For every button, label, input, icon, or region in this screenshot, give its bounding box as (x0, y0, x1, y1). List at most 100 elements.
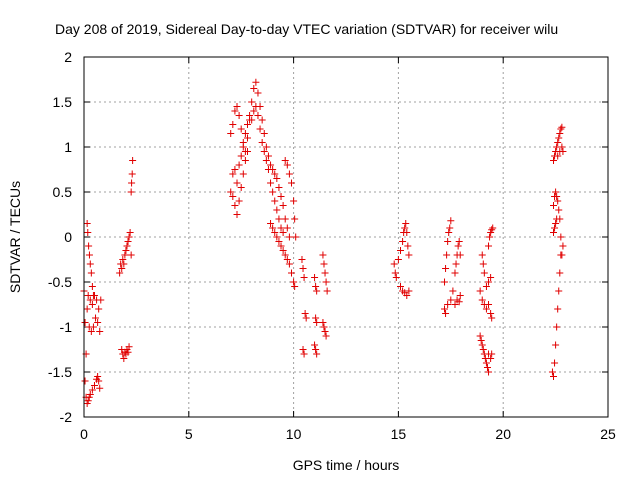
data-point (271, 197, 279, 205)
data-point (239, 170, 247, 178)
series-seg-19b (476, 287, 496, 322)
data-point (233, 103, 241, 110)
series-seg-17b (441, 238, 464, 317)
data-point (85, 242, 93, 250)
data-point (231, 107, 239, 115)
data-point (83, 305, 91, 313)
data-point (237, 125, 245, 133)
data-point (84, 229, 92, 236)
data-point (396, 247, 404, 254)
data-point (243, 121, 251, 128)
data-point (483, 364, 491, 371)
grid (84, 57, 608, 417)
data-point (477, 337, 485, 344)
data-point (401, 224, 409, 232)
series-seg-19c (478, 251, 495, 290)
data-point (488, 314, 496, 322)
data-point (554, 197, 562, 205)
data-point (277, 242, 285, 250)
data-point (283, 256, 291, 263)
data-point (476, 287, 484, 295)
data-point (267, 161, 275, 169)
series-seg-00c (83, 220, 97, 299)
data-point (557, 251, 565, 259)
data-point (447, 217, 455, 225)
data-point (233, 211, 241, 218)
data-point (262, 157, 270, 164)
data-point (446, 224, 454, 232)
data-point (246, 112, 254, 119)
data-point (299, 346, 307, 353)
data-point (455, 238, 463, 245)
data-point (121, 251, 129, 259)
data-point (552, 341, 560, 349)
data-point (288, 179, 296, 187)
series-seg-07a (227, 78, 270, 155)
data-point (445, 229, 453, 236)
data-point (254, 112, 262, 119)
series-seg-19e (485, 350, 496, 362)
series-seg-07c (229, 148, 251, 218)
data-point (116, 269, 124, 277)
data-point (290, 278, 298, 286)
data-point (90, 382, 98, 389)
data-point (285, 233, 293, 241)
data-point (312, 346, 320, 353)
data-point (441, 305, 449, 313)
series-seg-15b (396, 283, 413, 299)
series-seg-19a (476, 332, 493, 376)
data-point (557, 233, 565, 241)
y-tick-label: 0.5 (53, 184, 73, 200)
data-point (476, 332, 484, 340)
data-point (81, 377, 89, 385)
data-point (229, 193, 237, 200)
data-point (550, 229, 558, 236)
series-seg-09a (264, 152, 293, 241)
data-point (87, 328, 95, 335)
data-point (313, 350, 321, 358)
data-point (404, 242, 412, 250)
y-axis-label: SDTVAR / TECUs (7, 181, 23, 293)
data-point (275, 238, 283, 245)
data-point (128, 170, 136, 178)
x-axis-label: GPS time / hours (293, 457, 400, 473)
data-point (300, 350, 308, 358)
y-tick-labels: -2 -1.5 -1 -0.5 0 0.5 1 1.5 2 (48, 49, 72, 425)
data-point (451, 269, 459, 277)
data-point (260, 130, 268, 137)
data-point (233, 179, 241, 187)
data-point (83, 220, 91, 227)
series-seg-02c (127, 157, 137, 196)
data-point (95, 377, 103, 385)
data-point (442, 265, 450, 272)
series-seg-22e (554, 143, 567, 160)
data-point (456, 292, 464, 299)
data-point (88, 283, 96, 290)
data-point (235, 112, 243, 119)
y-tick-label: 1 (64, 139, 72, 155)
data-point (312, 314, 320, 322)
data-point (319, 319, 327, 326)
data-point (441, 278, 449, 286)
x-tick-label: 15 (391, 426, 407, 442)
data-points (80, 78, 567, 407)
data-point (241, 130, 249, 137)
data-point (125, 233, 133, 241)
data-point (391, 269, 399, 277)
data-point (229, 170, 237, 178)
data-point (551, 359, 559, 367)
data-point (124, 238, 132, 245)
data-point (291, 215, 299, 223)
data-point (254, 89, 262, 97)
x-tick-labels: 0 5 10 15 20 25 (80, 426, 616, 442)
data-point (396, 283, 404, 290)
data-point (444, 301, 452, 308)
data-point (313, 287, 321, 295)
series-seg-10a (298, 256, 310, 358)
data-point (553, 215, 561, 223)
data-point (554, 152, 562, 160)
data-point (235, 197, 243, 205)
series-seg-02b (118, 343, 133, 362)
data-point (553, 193, 561, 200)
data-point (323, 287, 331, 295)
